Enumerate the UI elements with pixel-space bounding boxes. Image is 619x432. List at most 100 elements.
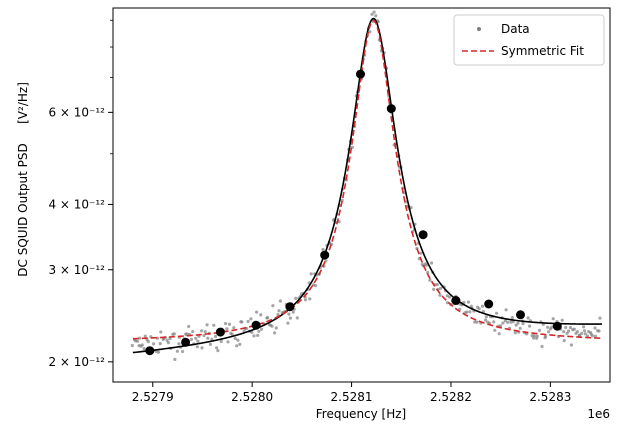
y-axis-label: DC SQUID Output PSD [16, 143, 30, 276]
raw-data-point [259, 313, 263, 317]
raw-data-point [130, 343, 134, 348]
raw-data-point [590, 334, 595, 338]
raw-data-point [521, 322, 525, 326]
binned-data-point [145, 346, 155, 356]
raw-data-point [582, 329, 587, 333]
raw-data-point [135, 339, 140, 343]
plot-frame [112, 7, 611, 383]
raw-data-point [484, 315, 488, 319]
raw-data-point [189, 337, 193, 342]
raw-data-point [249, 317, 253, 321]
raw-data-point [152, 342, 156, 346]
raw-data-point [205, 323, 209, 327]
raw-data-point [194, 336, 198, 340]
raw-data-point [212, 323, 216, 327]
x-tick-label: 2.5282 [430, 390, 472, 404]
raw-data-point [528, 324, 532, 328]
legend-fit-label: Symmetric Fit [501, 44, 584, 58]
binned-data-point [451, 296, 461, 305]
raw-data-point [236, 338, 240, 342]
legend-box [453, 14, 605, 66]
raw-data-point [593, 334, 598, 338]
raw-data-point [493, 328, 497, 332]
raw-data-point [286, 321, 290, 325]
raw-data-point [291, 310, 295, 314]
raw-data-point [580, 331, 584, 335]
raw-data-point [560, 318, 564, 322]
raw-data-point [173, 357, 177, 361]
raw-data-point [156, 350, 161, 354]
raw-data-point [597, 329, 601, 333]
raw-data-point [200, 346, 204, 350]
raw-data-point [235, 344, 239, 348]
raw-data-point [177, 342, 181, 346]
raw-data-point [374, 14, 378, 18]
raw-data-point [142, 347, 146, 351]
raw-data-point [562, 339, 566, 343]
fit-curves [132, 17, 603, 354]
raw-data-point [238, 342, 242, 346]
raw-data-point [185, 332, 189, 336]
binned-data-point [320, 250, 330, 260]
raw-data-point [159, 330, 163, 334]
raw-data-point [593, 326, 597, 330]
raw-data-point [537, 328, 542, 332]
raw-data-point [203, 330, 207, 334]
raw-data-point [419, 251, 423, 255]
raw-data-point [568, 326, 573, 330]
raw-data-point [138, 336, 142, 340]
raw-data-point [246, 319, 250, 324]
raw-data-point [438, 293, 442, 297]
raw-data-point [582, 325, 586, 329]
raw-data-point [503, 319, 507, 323]
raw-data-point [273, 331, 277, 335]
raw-data-point [294, 296, 298, 300]
raw-data-point [213, 334, 218, 339]
raw-data-point [544, 334, 548, 339]
raw-data-point [426, 270, 430, 275]
raw-data-point [219, 339, 223, 344]
raw-data-point [191, 330, 195, 334]
binned-data-point [251, 320, 261, 330]
raw-data-point [432, 287, 436, 291]
x-axis-ticks: 2.5279 2.5280 2.5281 2.5282 2.5283 [132, 382, 571, 404]
raw-data-point [575, 330, 580, 334]
raw-data-point [572, 327, 576, 331]
raw-data-point [428, 278, 432, 282]
raw-data-point [504, 308, 508, 312]
x-tick-label: 2.5280 [231, 390, 273, 404]
raw-data-point [215, 346, 219, 350]
raw-data-point [540, 344, 544, 349]
raw-data-point [257, 329, 261, 333]
x-tick-label: 2.5283 [529, 390, 571, 404]
raw-data-point [448, 295, 452, 299]
raw-data-point [266, 316, 270, 320]
raw-data-point [277, 309, 281, 313]
raw-data-point [480, 304, 485, 308]
raw-data-point [475, 320, 479, 324]
raw-data-point [208, 342, 212, 346]
raw-data-point [232, 326, 236, 330]
raw-data-point [484, 318, 488, 322]
raw-data-point [158, 342, 162, 346]
y-axis-unit: [V²/Hz] [16, 82, 30, 124]
raw-data-point [276, 312, 280, 317]
raw-data-point [271, 304, 275, 308]
raw-data-point [181, 349, 185, 354]
raw-data-point [255, 310, 259, 314]
raw-data-point [551, 317, 555, 321]
raw-data-point [224, 322, 228, 326]
raw-data-point [140, 343, 144, 347]
binned-data-point [181, 337, 191, 347]
raw-data-point [465, 310, 469, 314]
raw-data-point [445, 301, 450, 305]
x-axis-label: Frequency [Hz] [316, 407, 407, 421]
raw-data-point [287, 312, 291, 316]
raw-data-point [278, 299, 282, 303]
raw-data-point [477, 307, 481, 311]
raw-data-point [240, 320, 244, 324]
raw-data-point [569, 343, 574, 347]
raw-data-point [172, 332, 176, 336]
raw-data-point [370, 12, 374, 16]
raw-data-point [372, 10, 376, 14]
